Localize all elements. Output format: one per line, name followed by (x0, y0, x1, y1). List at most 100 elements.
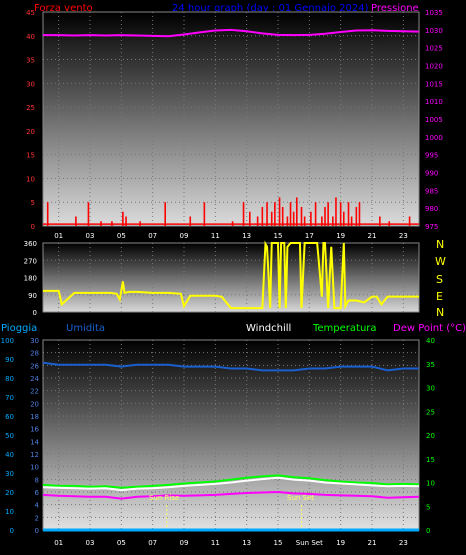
humidity-axis-title: Umidita (66, 323, 105, 334)
compass-n-top: N (436, 238, 444, 251)
pressure-y-tick-label: 990 (425, 170, 438, 178)
pressure-y-tick-label: 985 (425, 187, 438, 195)
temperature-y-tick-label: 0 (426, 527, 430, 535)
temperature-legend: Temperatura (312, 323, 377, 334)
pressure-y-tick-label: 980 (425, 205, 438, 213)
x-tick-label-top: 17 (305, 232, 314, 240)
wind-bar (164, 202, 166, 226)
wind-bar (274, 202, 276, 226)
humidity-y-tick-label: 14 (30, 438, 39, 446)
pressure-y-tick-label: 1030 (425, 27, 443, 35)
humidity-y-tick-label: 18 (30, 413, 39, 421)
wind-plot-area (43, 12, 419, 226)
humidity-y-tick-label: 28 (30, 350, 39, 358)
x-tick-label-bottom: 03 (86, 539, 95, 547)
windchill-legend: Windchill (246, 323, 291, 334)
wind-y-tick-label: 15 (26, 152, 35, 160)
wind-bar (278, 197, 281, 226)
wind-bar (139, 221, 141, 226)
sunrise-label: Sun Rise (149, 494, 179, 502)
pressure-y-tick-label: 975 (425, 223, 438, 231)
humidity-y-tick-label: 22 (30, 388, 39, 396)
direction-y-tick-label: 270 (24, 257, 37, 265)
wind-bar (46, 202, 49, 226)
humidity-y-tick-label: 30 (30, 337, 39, 345)
chart-title: 24 hour graph (day : 01 Gennaio 2024) (172, 3, 369, 14)
direction-y-tick-label: 0 (33, 309, 37, 317)
wind-y-tick-label: 40 (26, 33, 35, 41)
pressure-y-tick-label: 1000 (425, 134, 443, 142)
wind-y-tick-label: 5 (31, 199, 35, 207)
humidity-y-tick-label: 26 (30, 362, 39, 370)
chart-marks (42, 28, 420, 532)
direction-line (43, 240, 419, 311)
wind-bar (347, 202, 350, 226)
humidity-y-tick-label: 6 (35, 489, 40, 497)
pressure-y-tick-label: 1025 (425, 45, 443, 53)
humidity-y-tick-label: 4 (35, 502, 40, 510)
wind-bar (339, 202, 342, 226)
direction-y-tick-label: 90 (28, 292, 37, 300)
x-tick-label-bottom: 13 (242, 539, 251, 547)
sunset-label: Sun Set (287, 494, 314, 502)
pressure-y-tick-label: 995 (425, 152, 438, 160)
wind-bar (286, 216, 289, 226)
wind-y-tick-label: 45 (26, 9, 35, 17)
wind-plot-frame (42, 11, 420, 227)
pressure-axis-title: Pressione (371, 3, 419, 14)
pressure-y-tick-label: 1015 (425, 80, 443, 88)
x-tick-label-bottom: Sun Set (296, 539, 323, 547)
wind-bar (281, 206, 284, 226)
rain-y-tick-label: 0 (10, 527, 14, 535)
humidity-y-tick-label: 8 (35, 476, 39, 484)
direction-y-tick-label: 360 (24, 240, 37, 248)
rain-y-tick-label: 70 (5, 394, 14, 402)
compass-e: E (436, 290, 443, 303)
x-tick-label-top: 01 (54, 232, 63, 240)
rain-y-tick-label: 30 (5, 470, 14, 478)
pressure-y-tick-label: 1005 (425, 116, 443, 124)
wind-bar (261, 206, 264, 226)
wind-bar (292, 211, 295, 226)
direction-y-tick-label: 180 (24, 275, 37, 283)
pressure-line (43, 28, 420, 38)
wind-bar (289, 202, 292, 226)
humidity-y-tick-label: 16 (30, 426, 39, 434)
wind-bar (408, 216, 411, 226)
x-tick-label-top: 11 (211, 232, 220, 240)
temperature-y-tick-label: 35 (426, 361, 435, 369)
humidity-y-tick-label: 24 (30, 375, 39, 383)
wind-bar (231, 221, 234, 226)
wind-bar (189, 216, 192, 226)
pressure-y-tick-label: 1020 (425, 63, 443, 71)
temperature-y-tick-label: 40 (426, 337, 435, 345)
x-tick-label-bottom: 05 (117, 539, 126, 547)
wind-y-tick-label: 0 (31, 223, 35, 231)
x-tick-label-top: 07 (148, 232, 157, 240)
windchill-line (42, 476, 420, 492)
humidity-y-tick-label: 20 (30, 400, 39, 408)
wind-bar (332, 216, 334, 226)
x-tick-label-top: 03 (86, 232, 95, 240)
rain-y-tick-label: 20 (5, 489, 14, 497)
rain-y-tick-label: 50 (5, 432, 14, 440)
wind-bar (296, 197, 298, 226)
wind-bar (100, 221, 102, 226)
temperature-y-tick-label: 10 (426, 480, 435, 488)
x-tick-label-top: 05 (117, 232, 126, 240)
wind-bar (303, 216, 306, 226)
rain-axis-title: Pioggia (1, 323, 37, 334)
humidity-line (42, 361, 419, 372)
temperature-y-tick-label: 5 (426, 503, 430, 511)
wind-bar (350, 216, 353, 226)
wind-y-tick-label: 30 (26, 80, 35, 88)
wind-bar (242, 202, 245, 226)
x-tick-label-top: 13 (242, 232, 251, 240)
wind-y-tick-label: 25 (26, 104, 35, 112)
wind-axis-title: Forza vento (34, 3, 93, 14)
humidity-y-tick-label: 0 (35, 527, 39, 535)
x-tick-label-bottom: 19 (336, 539, 345, 547)
wind-bar (388, 221, 391, 226)
wind-bar (266, 202, 268, 226)
